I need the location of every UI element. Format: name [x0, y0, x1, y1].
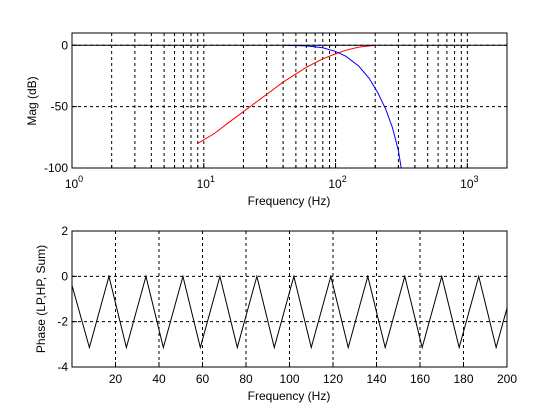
- phase-x-tick-label: 200: [497, 372, 517, 386]
- phase-x-tick-label: 100: [279, 372, 299, 386]
- phase-x-tick-label: 160: [410, 372, 430, 386]
- phase-series: [71, 274, 508, 350]
- phase-series-line-0: [71, 274, 508, 350]
- phase-x-tick-label: 60: [196, 372, 210, 386]
- phase-y-tick-label: 2: [61, 224, 68, 238]
- phase-x-axis-label: Frequency (Hz): [248, 389, 331, 403]
- phase-plot: 20 40 60 80 100 120 140 160 180 200 -4 -2 0 2 Frequen…: [34, 224, 517, 403]
- magnitude-series: [72, 44, 507, 169]
- phase-x-tick-label: 80: [239, 372, 253, 386]
- magnitude-x-tick-label: 100: [65, 174, 83, 191]
- magnitude-axes-box: [71, 32, 508, 169]
- phase-x-tick-label: 140: [366, 372, 386, 386]
- phase-y-tick-label: -4: [57, 360, 68, 374]
- phase-x-tick-label: 180: [453, 372, 473, 386]
- magnitude-x-tick-label: 103: [460, 174, 478, 191]
- phase-grid: [72, 231, 507, 367]
- magnitude-y-tick-label: -50: [51, 100, 69, 114]
- phase-x-tick-label: 20: [109, 372, 123, 386]
- phase-y-axis-label: Phase (LP,HP, Sum): [34, 245, 48, 353]
- magnitude-x-axis-label: Frequency (Hz): [248, 194, 331, 208]
- magnitude-y-axis-label: Mag (dB): [25, 76, 39, 125]
- phase-y-tick-label: 0: [61, 269, 68, 283]
- phase-x-tick-label: 40: [152, 372, 166, 386]
- magnitude-y-tick-label: -100: [44, 161, 68, 175]
- magnitude-y-tick-label: 0: [61, 38, 68, 52]
- magnitude-ticks: -100 -50 0 100 101 102 103: [44, 38, 479, 191]
- phase-ticks: 20 40 60 80 100 120 140 160 180 200 -4 -2 0 2: [57, 224, 517, 386]
- phase-y-tick-label: -2: [57, 315, 68, 329]
- magnitude-plot-area: [72, 33, 507, 168]
- phase-x-tick-label: 120: [323, 372, 343, 386]
- magnitude-x-tick-label: 101: [197, 174, 215, 191]
- magnitude-x-tick-label: 102: [328, 174, 346, 191]
- magnitude-series-line-1: [283, 44, 402, 169]
- magnitude-series-line-0: [197, 44, 376, 144]
- magnitude-plot: -100 -50 0 100 101 102 103 Frequency (Hz) Mag …: [25, 32, 508, 208]
